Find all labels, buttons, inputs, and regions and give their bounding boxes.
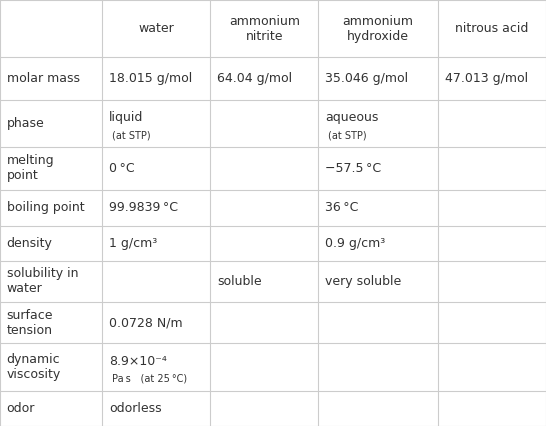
Text: 0.9 g/cm³: 0.9 g/cm³ <box>325 237 385 250</box>
Text: 47.013 g/mol: 47.013 g/mol <box>444 72 527 85</box>
Text: ammonium
nitrite: ammonium nitrite <box>229 14 300 43</box>
Text: 1 g/cm³: 1 g/cm³ <box>109 237 157 250</box>
Text: water: water <box>139 22 174 35</box>
Text: melting
point: melting point <box>7 155 54 182</box>
Text: dynamic
viscosity: dynamic viscosity <box>7 353 61 381</box>
Text: 8.9×10⁻⁴: 8.9×10⁻⁴ <box>109 355 167 368</box>
Text: molar mass: molar mass <box>7 72 80 85</box>
Text: aqueous: aqueous <box>325 111 378 124</box>
Text: nitrous acid: nitrous acid <box>455 22 529 35</box>
Text: solubility in
water: solubility in water <box>7 268 78 296</box>
Text: odorless: odorless <box>109 402 162 415</box>
Text: boiling point: boiling point <box>7 201 84 214</box>
Text: 35.046 g/mol: 35.046 g/mol <box>325 72 408 85</box>
Text: 64.04 g/mol: 64.04 g/mol <box>217 72 292 85</box>
Text: 0.0728 N/m: 0.0728 N/m <box>109 316 182 329</box>
Text: surface
tension: surface tension <box>7 309 53 337</box>
Text: −57.5 °C: −57.5 °C <box>325 162 381 175</box>
Text: 18.015 g/mol: 18.015 g/mol <box>109 72 192 85</box>
Text: 36 °C: 36 °C <box>325 201 358 214</box>
Text: Pa s  (at 25 °C): Pa s (at 25 °C) <box>111 374 187 384</box>
Text: 0 °C: 0 °C <box>109 162 134 175</box>
Text: very soluble: very soluble <box>325 275 401 288</box>
Text: ammonium
hydroxide: ammonium hydroxide <box>343 14 414 43</box>
Text: odor: odor <box>7 402 35 415</box>
Text: phase: phase <box>7 117 44 130</box>
Text: density: density <box>7 237 52 250</box>
Text: liquid: liquid <box>109 111 143 124</box>
Text: 99.9839 °C: 99.9839 °C <box>109 201 178 214</box>
Text: (at STP): (at STP) <box>111 130 150 140</box>
Text: soluble: soluble <box>217 275 262 288</box>
Text: (at STP): (at STP) <box>328 130 366 140</box>
